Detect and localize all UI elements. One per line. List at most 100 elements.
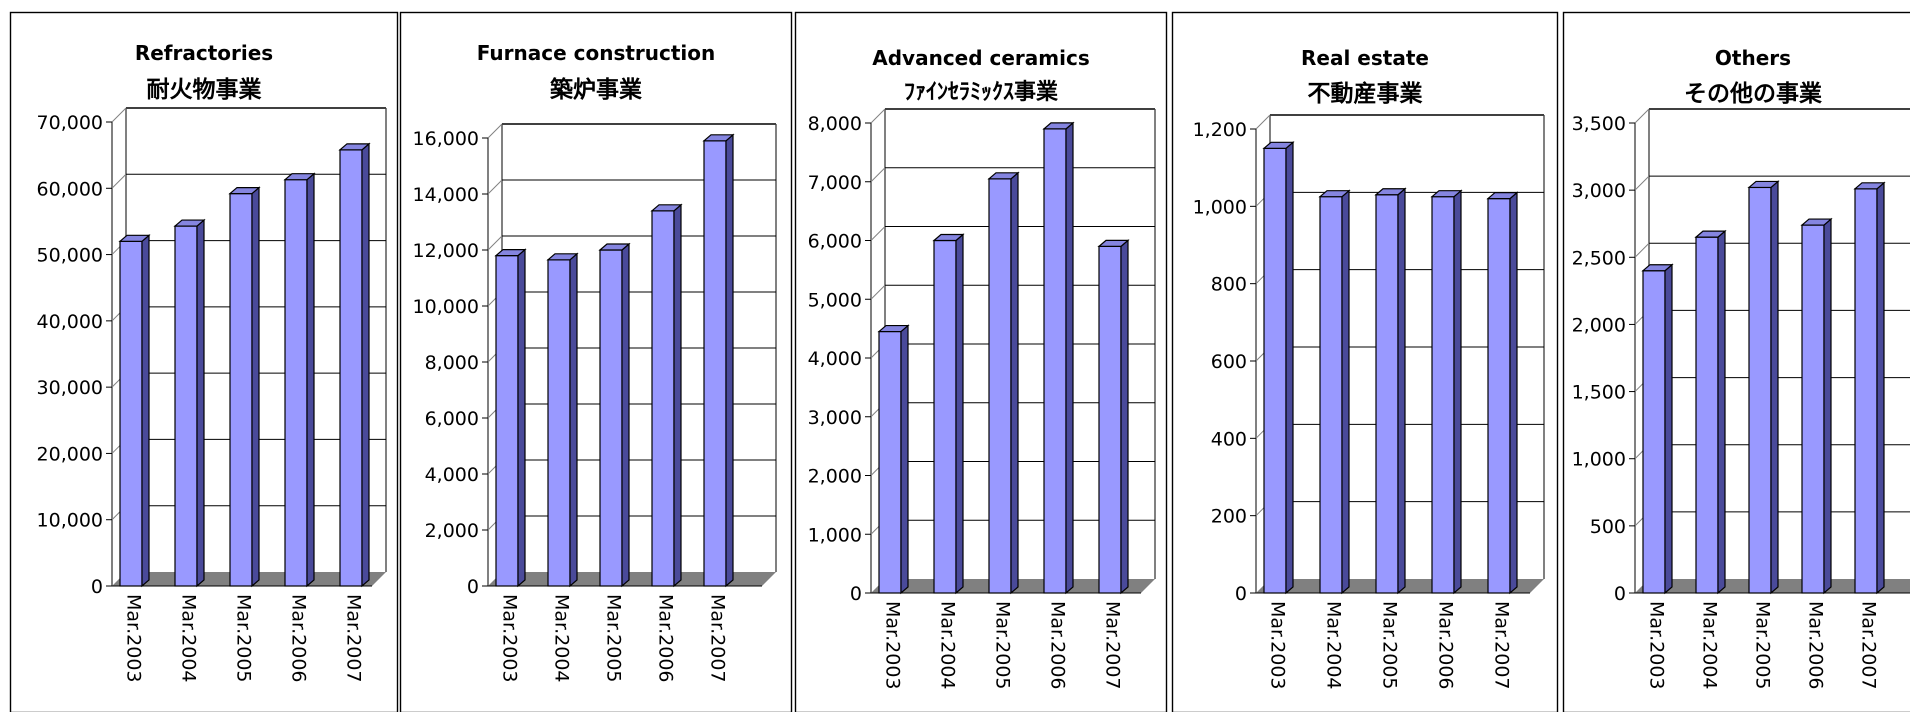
bar-front: [1320, 197, 1342, 593]
x-tick-label: Mar.2007: [707, 594, 729, 683]
bar-Mar.2007: [1099, 240, 1128, 593]
gridline-side: [871, 109, 885, 123]
bar-Mar.2005: [1376, 189, 1405, 593]
y-tick-label: 1,200: [1193, 119, 1247, 141]
y-tick-label: 600: [1211, 351, 1247, 373]
x-tick-label: Mar.2005: [233, 594, 255, 683]
y-tick-label: 0: [91, 576, 103, 598]
bar-front: [175, 226, 197, 586]
bar-side: [1398, 189, 1405, 593]
bar-Mar.2005: [1749, 181, 1778, 593]
bar-side: [142, 235, 149, 586]
gridline-side: [1256, 115, 1270, 129]
bar-Mar.2007: [1855, 183, 1884, 593]
bar-front: [1643, 271, 1665, 593]
y-tick-label: 2,500: [1572, 247, 1626, 269]
gridline-side: [488, 236, 502, 250]
x-tick-label: Mar.2007: [1102, 601, 1124, 690]
bar-front: [548, 260, 570, 586]
bar-side: [1342, 191, 1349, 593]
y-tick-label: 10,000: [37, 510, 103, 532]
y-tick-label: 4,000: [425, 464, 479, 486]
bar-side: [570, 254, 577, 586]
y-tick-label: 1,000: [808, 524, 862, 546]
y-tick-label: 1,500: [1572, 382, 1626, 404]
y-tick-label: 16,000: [413, 128, 479, 150]
x-tick-label: Mar.2003: [1646, 601, 1668, 690]
x-tick-label: Mar.2007: [343, 594, 365, 683]
y-tick-label: 2,000: [425, 520, 479, 542]
gridline-side: [871, 227, 885, 241]
bar-front: [340, 150, 362, 586]
bar-side: [1824, 219, 1831, 593]
x-tick-label: Mar.2007: [1858, 601, 1880, 690]
bar-front: [1749, 187, 1771, 593]
x-tick-label: Mar.2005: [992, 601, 1014, 690]
y-tick-label: 14,000: [413, 184, 479, 206]
y-tick-label: 7,000: [808, 172, 862, 194]
bar-side: [518, 250, 525, 586]
y-tick-label: 8,000: [808, 113, 862, 135]
bar-front: [1488, 199, 1510, 593]
y-tick-label: 500: [1590, 516, 1626, 538]
gridline-side: [488, 180, 502, 194]
y-tick-label: 50,000: [37, 245, 103, 267]
x-tick-label: Mar.2004: [1699, 601, 1721, 690]
gridline-side: [488, 124, 502, 138]
bar-Mar.2004: [548, 254, 577, 586]
y-tick-label: 200: [1211, 506, 1247, 528]
y-tick-label: 20,000: [37, 443, 103, 465]
bar-side: [1665, 265, 1672, 593]
bar-Mar.2007: [704, 135, 733, 586]
bar-front: [704, 141, 726, 586]
y-tick-label: 400: [1211, 428, 1247, 450]
bar-front: [285, 180, 307, 586]
bar-Mar.2007: [340, 144, 369, 586]
bar-Mar.2005: [600, 244, 629, 586]
bar-side: [1718, 231, 1725, 593]
bar-side: [252, 188, 259, 586]
x-tick-label: Mar.2007: [1491, 601, 1513, 690]
bar-Mar.2006: [1802, 219, 1831, 593]
y-tick-label: 2,000: [808, 466, 862, 488]
bar-side: [1011, 173, 1018, 593]
bar-front: [1855, 189, 1877, 593]
gridline-side: [871, 285, 885, 299]
y-tick-label: 5,000: [808, 289, 862, 311]
y-tick-label: 12,000: [413, 240, 479, 262]
y-tick-label: 6,000: [425, 408, 479, 430]
bar-Mar.2006: [652, 205, 681, 586]
y-tick-label: 8,000: [425, 352, 479, 374]
bar-front: [120, 241, 142, 586]
bar-Mar.2003: [1643, 265, 1672, 593]
y-tick-label: 1,000: [1572, 449, 1626, 471]
y-tick-label: 40,000: [37, 311, 103, 333]
bar-front: [934, 241, 956, 594]
bar-front: [1802, 225, 1824, 593]
bar-side: [674, 205, 681, 586]
bar-front: [496, 256, 518, 586]
bar-front: [879, 332, 901, 593]
gridline-side: [112, 108, 126, 122]
bar-chart: 05001,0001,5002,0002,5003,0003,500Mar.20…: [1563, 12, 1910, 712]
y-tick-label: 6,000: [808, 231, 862, 253]
y-tick-label: 60,000: [37, 178, 103, 200]
bar-front: [989, 179, 1011, 593]
bar-side: [726, 135, 733, 586]
x-tick-label: Mar.2004: [551, 594, 573, 683]
y-tick-label: 10,000: [413, 296, 479, 318]
x-tick-label: Mar.2004: [178, 594, 200, 683]
gridline-side: [112, 174, 126, 188]
x-tick-label: Mar.2005: [1379, 601, 1401, 690]
gridline-side: [1635, 109, 1649, 123]
bar-Mar.2004: [1696, 231, 1725, 593]
bar-side: [1121, 240, 1128, 593]
y-tick-label: 4,000: [808, 348, 862, 370]
bar-Mar.2004: [934, 235, 963, 594]
y-tick-label: 0: [850, 583, 862, 605]
